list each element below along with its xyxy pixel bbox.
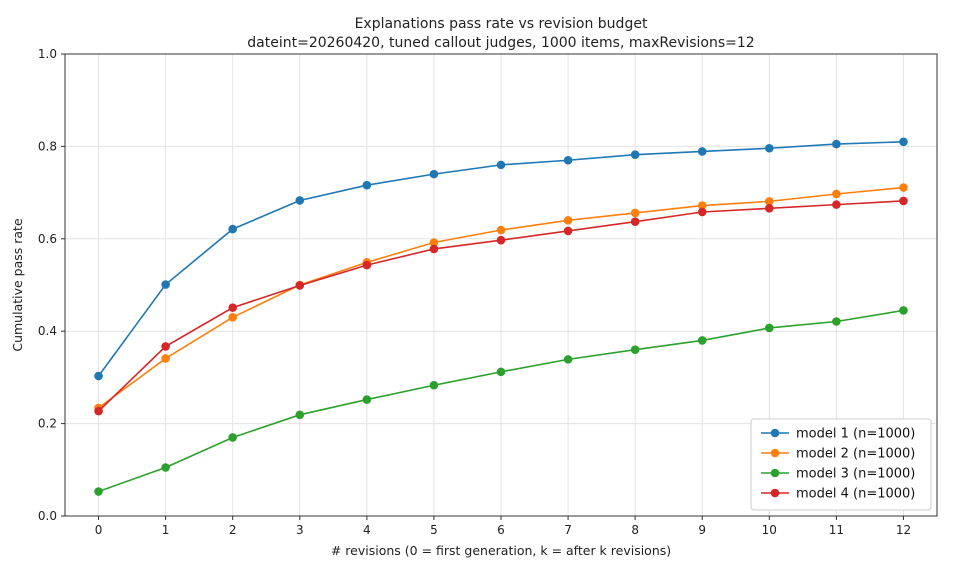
chart-title: Explanations pass rate vs revision budge…	[355, 16, 648, 32]
data-point	[94, 371, 103, 381]
data-point	[94, 487, 103, 496]
y-tick-label: 0.4	[38, 324, 57, 338]
x-axis-label: # revisions (0 = first generation, k = a…	[331, 543, 671, 558]
data-point	[496, 225, 506, 235]
series-4	[94, 196, 908, 416]
x-tick-label: 1	[162, 523, 170, 537]
series-1	[94, 137, 908, 381]
legend-marker	[770, 448, 780, 458]
y-tick-label: 0.2	[38, 417, 57, 431]
x-tick-label: 9	[698, 523, 706, 537]
x-tick-label: 0	[95, 523, 103, 537]
data-point	[563, 355, 573, 364]
y-tick-label: 0.0	[38, 509, 57, 523]
data-point	[228, 224, 237, 234]
data-point	[765, 204, 774, 213]
legend-item: model 1 (n=1000)	[761, 427, 915, 442]
data-point	[899, 306, 908, 315]
x-tick-label: 12	[896, 523, 911, 537]
data-point	[362, 395, 372, 404]
data-point	[94, 406, 103, 416]
legend-marker	[770, 468, 780, 478]
x-tick-label: 7	[564, 523, 572, 537]
x-tick-label: 5	[430, 523, 438, 537]
x-tick-label: 4	[363, 523, 371, 537]
data-point	[429, 169, 439, 179]
data-point	[362, 260, 372, 270]
x-tick-label: 8	[631, 523, 639, 537]
data-point	[295, 281, 305, 290]
data-point	[295, 196, 305, 205]
data-point	[697, 201, 707, 210]
data-point	[161, 354, 170, 363]
data-point	[496, 160, 506, 170]
data-point	[899, 196, 908, 206]
y-tick-label: 1.0	[38, 47, 57, 61]
data-point	[295, 410, 305, 420]
y-axis-label: Cumulative pass rate	[10, 218, 25, 352]
chart-subtitle: dateint=20260420, tuned callout judges, …	[247, 35, 754, 51]
data-point	[630, 217, 640, 227]
data-point	[899, 137, 908, 147]
legend-item: model 2 (n=1000)	[761, 447, 915, 462]
data-point	[563, 226, 573, 236]
x-tick-label: 10	[762, 523, 777, 537]
data-point	[765, 143, 774, 153]
legend-label: model 3 (n=1000)	[796, 467, 915, 482]
data-point	[765, 323, 774, 333]
data-point	[228, 313, 237, 322]
data-point	[496, 367, 506, 377]
y-tick-label: 0.8	[38, 139, 57, 153]
series-lines	[94, 137, 908, 496]
legend-label: model 4 (n=1000)	[796, 487, 915, 502]
data-point	[697, 207, 707, 217]
data-point	[832, 189, 841, 199]
legend-label: model 1 (n=1000)	[796, 427, 915, 442]
data-point	[563, 155, 573, 165]
legend-item: model 3 (n=1000)	[761, 467, 915, 482]
data-point	[899, 183, 908, 192]
legend-marker	[770, 428, 780, 438]
legend-label: model 2 (n=1000)	[796, 447, 915, 462]
x-tick-label: 11	[829, 523, 844, 537]
data-point	[697, 336, 707, 345]
legend-item: model 4 (n=1000)	[761, 487, 915, 502]
legend: model 1 (n=1000) model 2 (n=1000) model 3 …	[750, 418, 932, 511]
data-point	[832, 317, 841, 326]
data-point	[630, 208, 640, 218]
data-point	[697, 147, 707, 156]
x-axis-ticks: 0 1 2 3 4 5 6 7 8 9 10 11 12	[95, 516, 911, 537]
data-point	[161, 463, 170, 472]
data-point	[161, 280, 170, 289]
data-point	[161, 342, 170, 351]
data-point	[832, 139, 841, 149]
x-tick-label: 2	[229, 523, 237, 537]
data-point	[563, 216, 573, 225]
data-point	[362, 180, 372, 190]
data-point	[429, 380, 439, 390]
data-point	[630, 150, 640, 160]
data-point	[630, 345, 640, 354]
y-tick-label: 0.6	[38, 232, 57, 246]
series-3	[94, 306, 908, 496]
data-point	[429, 244, 439, 254]
data-point	[832, 200, 841, 209]
data-point	[496, 235, 506, 245]
data-point	[228, 303, 237, 312]
data-point	[228, 433, 237, 442]
legend-box	[750, 418, 932, 511]
y-axis-ticks: 0.0 0.2 0.4 0.6 0.8 1.0	[38, 47, 65, 523]
x-tick-label: 3	[296, 523, 304, 537]
legend-marker	[770, 488, 780, 498]
x-tick-label: 6	[497, 523, 505, 537]
data-point	[429, 238, 439, 247]
data-point	[765, 197, 774, 206]
